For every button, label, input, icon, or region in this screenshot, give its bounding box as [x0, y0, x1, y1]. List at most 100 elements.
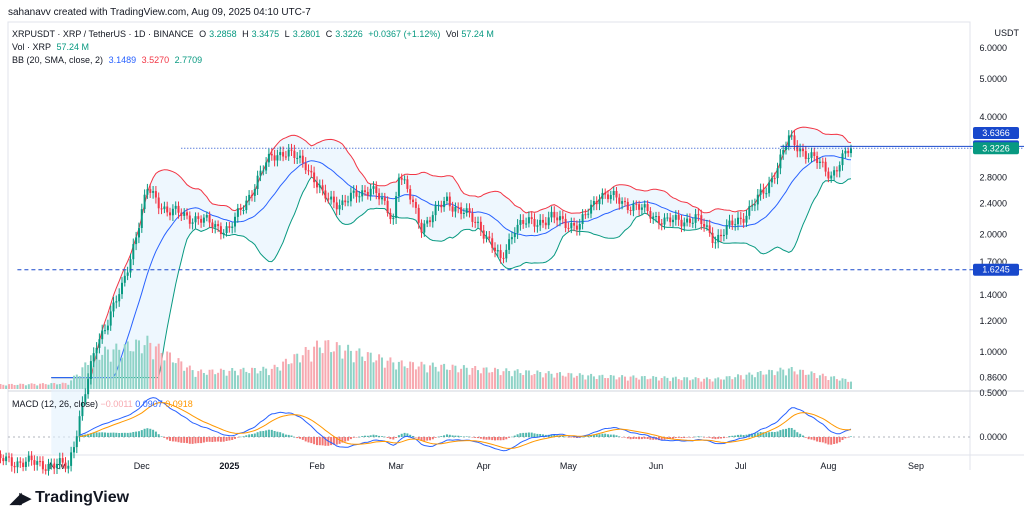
volume-bar [39, 383, 42, 389]
candle-body [703, 224, 706, 227]
volume-bar [816, 378, 819, 389]
macd-histogram-bar [499, 437, 502, 441]
candle-body [152, 191, 155, 193]
macd-histogram-bar [474, 437, 477, 438]
time-tick-label: Jun [649, 461, 664, 471]
volume-bar [332, 351, 335, 389]
candle-body [78, 416, 81, 437]
candle-body [482, 230, 485, 239]
volume-bar [222, 369, 225, 389]
volume-bar [759, 371, 762, 389]
macd-histogram-bar [166, 437, 169, 440]
macd-histogram-bar [471, 437, 474, 438]
volume-bar [231, 368, 234, 389]
candle-body [530, 217, 533, 219]
candle-body [756, 194, 759, 205]
volume-bar [383, 367, 386, 389]
volume-bar [73, 375, 75, 389]
volume-bar [722, 379, 725, 389]
candle-body [499, 250, 502, 258]
candle-body [434, 204, 437, 216]
volume-bar [657, 380, 660, 389]
macd-histogram-bar [519, 433, 522, 437]
candle-body [36, 461, 39, 465]
volume-bar [522, 375, 525, 389]
time-tick-label: 2025 [219, 461, 239, 471]
candle-body [290, 149, 293, 151]
macd-histogram-bar [705, 437, 708, 438]
candle-body [536, 225, 539, 227]
volume-bar [753, 377, 756, 389]
macd-histogram-bar [400, 433, 403, 437]
macd-histogram-bar [745, 434, 748, 437]
volume-bar [652, 376, 655, 389]
high-label: H [242, 29, 249, 39]
candle-body [570, 223, 573, 229]
macd-histogram-bar [381, 436, 383, 437]
candle-body [460, 207, 463, 214]
volume-bar [796, 374, 799, 389]
volume-bar [44, 384, 47, 389]
macd-histogram-bar [601, 433, 604, 437]
macd-histogram-bar [621, 437, 624, 438]
macd-histogram-bar [191, 437, 194, 444]
symbol-line: XRPUSDT · XRP / TetherUS · 1D · BINANCE [12, 29, 194, 39]
candle-body [349, 192, 352, 202]
volume-bar [56, 384, 58, 389]
macd-histogram-bar [372, 434, 375, 437]
candle-body [573, 223, 576, 226]
macd-histogram-bar [214, 437, 217, 442]
time-tick-label: Mar [388, 461, 404, 471]
macd-histogram-bar [711, 437, 714, 439]
candle-body [276, 155, 279, 161]
candle-body [248, 194, 251, 201]
volume-bar [84, 362, 87, 389]
candle-body [50, 463, 53, 465]
macd-histogram-bar [564, 436, 567, 438]
macd-histogram-bar [177, 437, 180, 443]
macd-histogram-bar [265, 430, 268, 437]
volume-bar [104, 346, 106, 389]
volume-bar [293, 354, 296, 389]
candle-body [550, 211, 553, 218]
volume-bar [570, 373, 573, 389]
change-value: +0.0367 (+1.12%) [368, 29, 441, 39]
macd-histogram-bar [465, 436, 468, 437]
volume-bar [245, 371, 248, 389]
candle-body [183, 212, 186, 216]
candle-body [655, 216, 658, 217]
macd-histogram-bar [686, 437, 689, 438]
volume-bar [47, 384, 50, 389]
volume-bar [81, 367, 84, 389]
candle-body [519, 220, 522, 225]
volume-bar [584, 379, 587, 389]
volume-bar [785, 375, 787, 389]
volume-bar [70, 380, 73, 389]
macd-histogram-bar [527, 432, 530, 437]
volume-bar [626, 380, 629, 389]
macd-histogram-bar [341, 437, 344, 443]
macd-histogram-bar [782, 429, 785, 437]
volume-bar [649, 378, 652, 389]
macd-histogram-bar [765, 432, 768, 437]
volume-bar [347, 344, 350, 389]
candle-body [725, 225, 728, 235]
volume-bar [364, 361, 366, 389]
candle-body [649, 211, 652, 219]
candle-body [624, 201, 626, 203]
candle-body [491, 238, 494, 248]
macd-histogram-bar [590, 435, 593, 437]
volume-bar [259, 370, 262, 389]
macd-histogram-bar [313, 437, 316, 445]
volume-bar [262, 366, 265, 389]
macd-histogram-bar [304, 437, 307, 442]
macd-histogram-bar [536, 433, 539, 437]
volume-bar [700, 381, 703, 389]
macd-histogram-bar [592, 434, 595, 437]
candle-body [799, 148, 802, 152]
candle-body [672, 219, 674, 223]
volume-bar [307, 349, 310, 389]
volume-bar [149, 342, 152, 389]
volume-bar [381, 357, 383, 389]
